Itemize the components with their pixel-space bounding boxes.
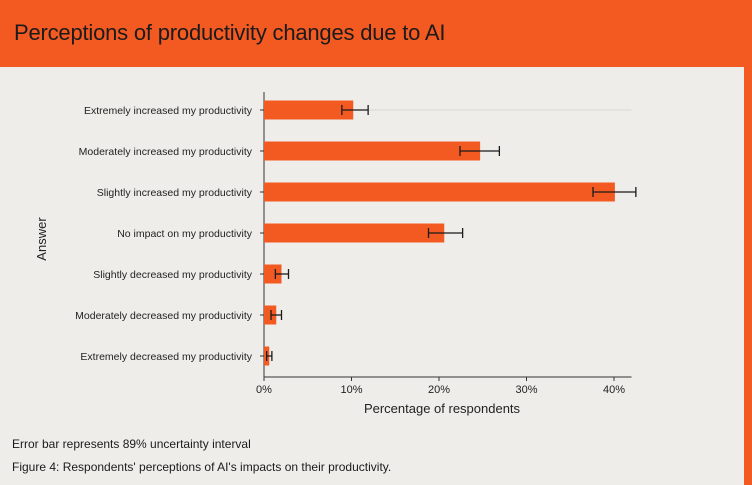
page-title: Perceptions of productivity changes due … [14,20,446,45]
category-label-5: Moderately decreased my productivity [75,310,253,322]
x-tick-label-1: 10% [340,384,362,396]
bar-chart: Extremely increased my productivity Moder… [34,92,637,416]
bar-2 [264,182,615,202]
category-label-0: Extremely increased my productivity [84,105,253,117]
bar-0 [264,100,354,120]
header-banner: Perceptions of productivity changes due … [0,0,752,67]
x-tick-label-2: 20% [428,384,450,396]
bar-1 [264,141,481,161]
bar-5 [264,305,277,325]
right-edge-strip [744,67,752,485]
x-tick-label-0: 0% [256,384,272,396]
x-tick-label-3: 30% [515,384,537,396]
x-axis-title: Percentage of respondents [364,401,521,416]
category-label-1: Moderately increased my productivity [79,146,253,158]
figure-caption: Figure 4: Respondents' perceptions of AI… [12,460,392,474]
error-bar-note: Error bar represents 89% uncertainty int… [12,437,251,451]
category-label-6: Extremely decreased my productivity [80,351,252,363]
x-tick-label-4: 40% [603,384,625,396]
bar-4 [264,264,282,284]
category-label-2: Slightly increased my productivity [97,187,253,199]
bar-3 [264,223,445,243]
y-axis-title: Answer [34,217,49,261]
category-label-3: No impact on my productivity [117,228,253,240]
category-label-4: Slightly decreased my productivity [93,269,252,281]
